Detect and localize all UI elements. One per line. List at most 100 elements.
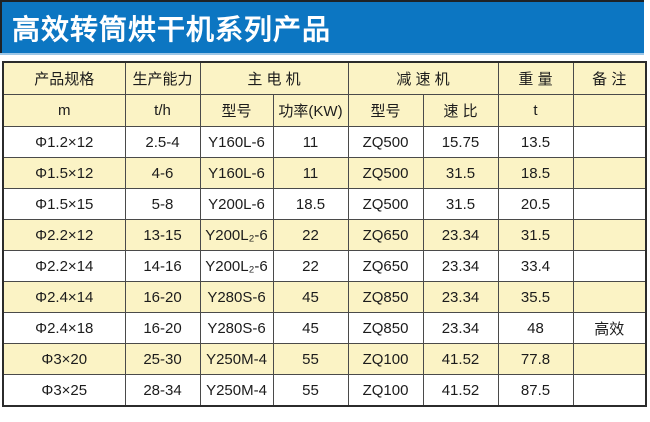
- cell-reducer-ratio: 15.75: [422, 126, 499, 158]
- cell-reducer-ratio: 23.34: [422, 312, 499, 344]
- cell-reducer-ratio: 23.34: [422, 281, 499, 313]
- cell-remark: [572, 343, 647, 375]
- cell-motor-power: 22: [272, 250, 349, 282]
- cell-weight: 33.4: [497, 250, 574, 282]
- header-remark: 备 注: [572, 61, 647, 95]
- cell-motor-power: 55: [272, 374, 349, 407]
- cell-weight: 18.5: [497, 157, 574, 189]
- cell-capacity: 16-20: [124, 281, 201, 313]
- cell-reducer-model: ZQ850: [347, 281, 424, 313]
- cell-motor-power: 11: [272, 126, 349, 158]
- header-unit-t: t: [497, 94, 574, 127]
- cell-motor-model: Y200L₂-6: [199, 219, 274, 251]
- title-band-underline: [0, 53, 644, 55]
- cell-reducer-model: ZQ850: [347, 312, 424, 344]
- header-motor-model: 型号: [199, 94, 274, 127]
- page-title: 高效转筒烘干机系列产品: [12, 13, 332, 45]
- cell-weight: 87.5: [497, 374, 574, 407]
- cell-spec: Φ2.4×14: [2, 281, 126, 313]
- header-remark-blank: [572, 94, 647, 127]
- cell-motor-power: 45: [272, 312, 349, 344]
- cell-reducer-model: ZQ100: [347, 374, 424, 407]
- cell-spec: Φ1.2×12: [2, 126, 126, 158]
- cell-remark: [572, 188, 647, 220]
- cell-reducer-model: ZQ500: [347, 126, 424, 158]
- header-row-2: m t/h 型号 功率(KW) 型号 速 比 t: [2, 94, 647, 127]
- header-row-1: 产品规格 生产能力 主 电 机 减 速 机 重 量 备 注: [2, 61, 647, 95]
- header-reducer-ratio: 速 比: [422, 94, 499, 127]
- table-row: Φ1.5×15 5-8 Y200L-6 18.5 ZQ500 31.5 20.5: [2, 188, 647, 220]
- cell-weight: 20.5: [497, 188, 574, 220]
- table-row: Φ2.2×12 13-15 Y200L₂-6 22 ZQ650 23.34 31…: [2, 219, 647, 251]
- table-row: Φ2.4×18 16-20 Y280S-6 45 ZQ850 23.34 48 …: [2, 312, 647, 344]
- cell-motor-model: Y280S-6: [199, 312, 274, 344]
- cell-remark: [572, 157, 647, 189]
- header-capacity: 生产能力: [124, 61, 201, 95]
- cell-weight: 35.5: [497, 281, 574, 313]
- cell-remark: [572, 250, 647, 282]
- table-row: Φ1.5×12 4-6 Y160L-6 11 ZQ500 31.5 18.5: [2, 157, 647, 189]
- cell-reducer-ratio: 41.52: [422, 343, 499, 375]
- spec-table: 产品规格 生产能力 主 电 机 减 速 机 重 量 备 注 m t/h 型号 功…: [2, 61, 647, 407]
- cell-remark: [572, 374, 647, 407]
- cell-motor-power: 22: [272, 219, 349, 251]
- cell-capacity: 28-34: [124, 374, 201, 407]
- cell-remark: [572, 219, 647, 251]
- cell-weight: 48: [497, 312, 574, 344]
- cell-spec: Φ2.2×12: [2, 219, 126, 251]
- cell-motor-model: Y250M-4: [199, 374, 274, 407]
- cell-reducer-model: ZQ500: [347, 157, 424, 189]
- header-main-motor: 主 电 机: [199, 61, 349, 95]
- cell-spec: Φ1.5×15: [2, 188, 126, 220]
- cell-motor-power: 55: [272, 343, 349, 375]
- cell-spec: Φ3×20: [2, 343, 126, 375]
- cell-reducer-ratio: 23.34: [422, 250, 499, 282]
- cell-motor-power: 45: [272, 281, 349, 313]
- cell-motor-model: Y200L₂-6: [199, 250, 274, 282]
- table-row: Φ2.2×14 14-16 Y200L₂-6 22 ZQ650 23.34 33…: [2, 250, 647, 282]
- cell-capacity: 5-8: [124, 188, 201, 220]
- cell-weight: 77.8: [497, 343, 574, 375]
- cell-spec: Φ2.4×18: [2, 312, 126, 344]
- cell-weight: 31.5: [497, 219, 574, 251]
- cell-motor-model: Y250M-4: [199, 343, 274, 375]
- cell-weight: 13.5: [497, 126, 574, 158]
- header-spec: 产品规格: [2, 61, 126, 95]
- cell-reducer-ratio: 41.52: [422, 374, 499, 407]
- header-reducer: 减 速 机: [347, 61, 499, 95]
- cell-capacity: 14-16: [124, 250, 201, 282]
- table-row: Φ3×25 28-34 Y250M-4 55 ZQ100 41.52 87.5: [2, 374, 647, 407]
- cell-reducer-ratio: 31.5: [422, 188, 499, 220]
- cell-spec: Φ1.5×12: [2, 157, 126, 189]
- cell-capacity: 25-30: [124, 343, 201, 375]
- header-unit-th: t/h: [124, 94, 201, 127]
- cell-capacity: 13-15: [124, 219, 201, 251]
- cell-motor-model: Y160L-6: [199, 157, 274, 189]
- cell-remark: [572, 281, 647, 313]
- cell-motor-model: Y160L-6: [199, 126, 274, 158]
- cell-remark: 高效: [572, 312, 647, 344]
- table-row: Φ1.2×12 2.5-4 Y160L-6 11 ZQ500 15.75 13.…: [2, 126, 647, 158]
- cell-reducer-ratio: 31.5: [422, 157, 499, 189]
- cell-spec: Φ2.2×14: [2, 250, 126, 282]
- cell-reducer-model: ZQ100: [347, 343, 424, 375]
- cell-capacity: 4-6: [124, 157, 201, 189]
- cell-motor-model: Y200L-6: [199, 188, 274, 220]
- table-row: Φ3×20 25-30 Y250M-4 55 ZQ100 41.52 77.8: [2, 343, 647, 375]
- cell-spec: Φ3×25: [2, 374, 126, 407]
- cell-motor-model: Y280S-6: [199, 281, 274, 313]
- header-weight: 重 量: [497, 61, 574, 95]
- cell-motor-power: 11: [272, 157, 349, 189]
- cell-reducer-model: ZQ650: [347, 250, 424, 282]
- cell-motor-power: 18.5: [272, 188, 349, 220]
- cell-capacity: 2.5-4: [124, 126, 201, 158]
- cell-reducer-model: ZQ500: [347, 188, 424, 220]
- cell-reducer-ratio: 23.34: [422, 219, 499, 251]
- cell-capacity: 16-20: [124, 312, 201, 344]
- cell-reducer-model: ZQ650: [347, 219, 424, 251]
- cell-remark: [572, 126, 647, 158]
- header-unit-m: m: [2, 94, 126, 127]
- header-reducer-model: 型号: [347, 94, 424, 127]
- title-band: 高效转筒烘干机系列产品: [0, 0, 644, 53]
- table-row: Φ2.4×14 16-20 Y280S-6 45 ZQ850 23.34 35.…: [2, 281, 647, 313]
